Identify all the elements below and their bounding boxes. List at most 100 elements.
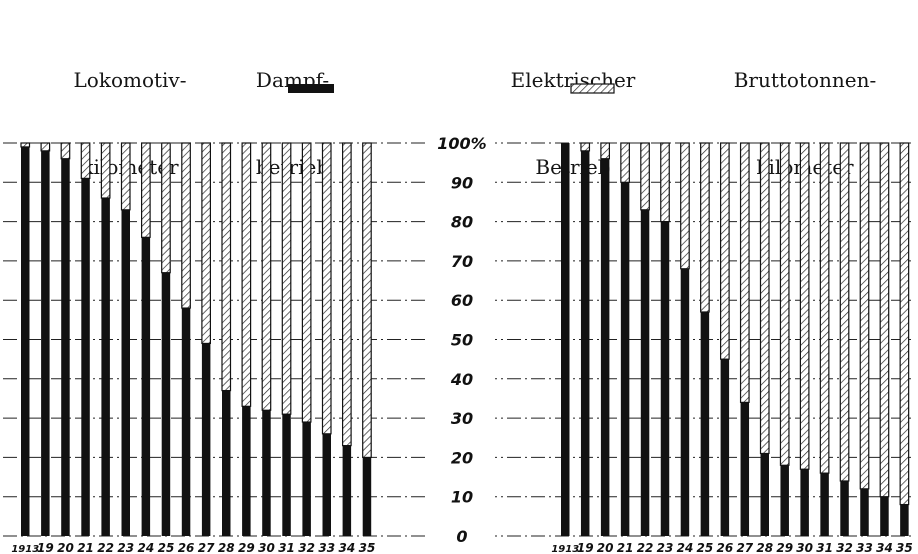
x-tick-label: 31 (278, 541, 295, 554)
bar-steam (61, 158, 70, 536)
bar-steam (740, 402, 750, 536)
x-tick-label: 35 (359, 541, 376, 554)
bar-steam (362, 457, 372, 536)
y-tick-label: 20 (451, 448, 473, 467)
bar-electric (201, 142, 211, 345)
y-tick-label: 10 (451, 488, 473, 507)
x-tick-label: 25 (158, 541, 175, 554)
bar-electric (281, 142, 292, 415)
x-tick-label: 19 (37, 541, 54, 554)
left-measure-title-line1: Lokomotiv- (73, 68, 187, 92)
bar-steam (302, 422, 311, 536)
bar-electric (839, 142, 850, 482)
bar-steam (222, 390, 231, 536)
bar-steam (780, 465, 789, 536)
bar-electric (40, 142, 51, 152)
y-tick-label: 60 (451, 291, 473, 310)
bar-steam (21, 146, 30, 536)
x-tick-label: 26 (178, 541, 195, 554)
y-tick-label: 30 (451, 409, 473, 428)
bar-electric (20, 142, 31, 148)
bar-electric (660, 142, 670, 223)
x-tick-label: 35 (896, 541, 913, 554)
bar-steam (201, 343, 211, 536)
bar-electric (879, 142, 890, 498)
bar-steam (342, 445, 352, 536)
right-measure-title-line1: Bruttotonnen- (733, 68, 877, 92)
x-tick-label: 20 (57, 541, 74, 554)
bar-steam (161, 272, 171, 536)
x-tick-label: 27 (736, 541, 753, 554)
x-tick-label: 34 (338, 541, 355, 554)
bar-steam (282, 414, 291, 536)
bar-steam (322, 433, 331, 536)
bar-electric (221, 142, 232, 392)
bar-steam (101, 198, 110, 536)
electric-legend-line2: Betrieb (535, 155, 611, 179)
electric-legend-swatch (570, 83, 615, 94)
x-tick-label: 24 (677, 541, 694, 554)
bar-electric (100, 142, 111, 199)
x-tick-label: 23 (657, 541, 674, 554)
x-tick-label: 32 (836, 541, 853, 554)
bar-electric (799, 142, 810, 470)
bar-electric (141, 142, 151, 238)
x-tick-label: 1913 (11, 544, 39, 554)
bar-steam (121, 209, 130, 536)
bar-electric (759, 142, 770, 455)
bar-electric (261, 142, 272, 411)
bar-steam (242, 406, 251, 536)
y-tick-label: 90 (451, 173, 473, 192)
x-tick-label: 22 (97, 541, 114, 554)
bar-electric (321, 142, 332, 435)
x-tick-label: 34 (876, 541, 893, 554)
y-tick-label: 100% (437, 134, 486, 153)
bar-electric (161, 142, 171, 274)
bar-steam (680, 268, 690, 536)
y-tick-label: 70 (451, 252, 473, 271)
bar-electric (600, 142, 611, 160)
bar-steam (880, 496, 889, 536)
bar-electric (80, 142, 91, 179)
bar-steam (860, 488, 869, 536)
bar-steam (620, 182, 630, 537)
x-tick-label: 25 (697, 541, 714, 554)
bar-electric (640, 142, 650, 211)
bar-steam (820, 473, 829, 536)
y-tick-label: 50 (451, 331, 473, 350)
bar-steam (600, 158, 610, 536)
steam-legend-swatch (288, 84, 334, 93)
x-tick-label: 33 (318, 541, 335, 554)
bar-electric (181, 142, 191, 309)
y-tick-label: 80 (451, 213, 473, 232)
bar-steam (800, 469, 809, 536)
x-tick-label: 27 (198, 541, 215, 554)
bar-electric (342, 142, 352, 447)
x-tick-label: 22 (637, 541, 654, 554)
bar-steam (580, 150, 590, 537)
bar-electric (301, 142, 312, 423)
bar-steam (760, 453, 769, 536)
bar-steam (262, 410, 271, 536)
y-tick-label: 40 (450, 370, 473, 389)
bar-electric (859, 142, 870, 490)
x-tick-label: 23 (117, 541, 134, 554)
x-tick-label: 29 (238, 541, 255, 554)
bar-electric (362, 142, 372, 458)
bar-steam (700, 311, 710, 536)
bar-electric (620, 142, 630, 183)
bar-steam (640, 209, 650, 536)
bar-steam (561, 143, 570, 536)
x-tick-label: 21 (617, 541, 634, 554)
x-tick-label: 26 (716, 541, 733, 554)
bar-electric (779, 142, 790, 466)
x-tick-label: 20 (597, 541, 614, 554)
bar-steam (720, 359, 730, 536)
bar-electric (120, 142, 131, 211)
bar-electric (739, 142, 750, 403)
bar-electric (719, 142, 730, 360)
x-tick-label: 32 (298, 541, 315, 554)
x-tick-label: 31 (816, 541, 833, 554)
x-tick-label: 28 (218, 541, 235, 554)
bar-steam (181, 308, 191, 536)
